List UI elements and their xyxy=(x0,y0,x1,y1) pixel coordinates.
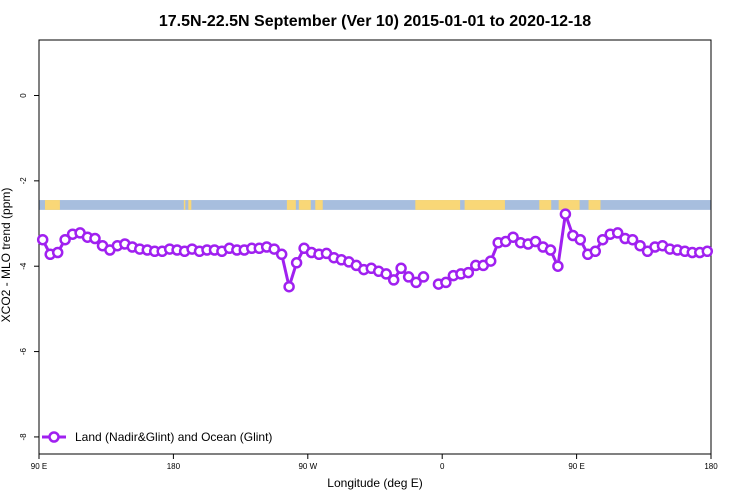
data-point xyxy=(626,233,639,246)
data-point xyxy=(380,268,392,280)
y-axis-label: XCO2 - MLO trend (ppm) xyxy=(0,188,13,323)
data-point xyxy=(402,271,415,283)
data-point xyxy=(596,233,609,246)
land-segment xyxy=(588,200,601,210)
land-ocean-band xyxy=(39,200,711,210)
data-point xyxy=(484,255,497,267)
data-point xyxy=(268,243,280,255)
data-point xyxy=(51,246,64,259)
legend: Land (Nadir&Glint) and Ocean (Glint) xyxy=(42,430,272,444)
data-point xyxy=(283,280,295,293)
data-point xyxy=(574,233,587,246)
data-point xyxy=(529,235,542,248)
land-segment xyxy=(286,200,296,210)
land-segment xyxy=(558,200,580,210)
data-point xyxy=(275,248,288,261)
y-tick-label: 0 xyxy=(19,93,28,98)
data-point xyxy=(559,208,572,220)
ocean-band xyxy=(39,200,711,210)
legend-entry-land-ocean: Land (Nadir&Glint) and Ocean (Glint) xyxy=(75,430,272,444)
x-tick-label: 90 E xyxy=(568,462,584,471)
data-point xyxy=(507,231,519,243)
land-segment xyxy=(188,200,192,210)
x-tick-label: 180 xyxy=(704,462,718,471)
data-point xyxy=(290,257,303,269)
land-segment xyxy=(315,200,323,210)
land-segment xyxy=(464,200,505,210)
data-point xyxy=(634,239,646,252)
land-segment xyxy=(539,200,552,210)
data-point xyxy=(589,245,602,258)
y-axis: 0 -2 -4 -6 -8 xyxy=(19,93,39,441)
y-tick-label: -4 xyxy=(19,262,28,270)
data-point xyxy=(387,274,400,286)
land-segment xyxy=(44,200,60,210)
x-tick-label: 180 xyxy=(167,462,181,471)
data-point xyxy=(36,233,49,246)
y-tick-label: -2 xyxy=(19,177,28,185)
land-segment xyxy=(298,200,311,210)
data-point xyxy=(59,233,71,246)
land-segment xyxy=(183,200,186,210)
data-point xyxy=(417,271,430,283)
land-segment xyxy=(415,200,461,210)
y-tick-label: -8 xyxy=(19,433,28,441)
data-point xyxy=(544,244,557,256)
x-axis: 90 E 180 90 W 0 90 E 180 xyxy=(31,454,718,471)
data-point xyxy=(395,262,407,275)
x-axis-label: Longitude (deg E) xyxy=(327,476,422,490)
chart-title: 17.5N-22.5N September (Ver 10) 2015-01-0… xyxy=(159,13,591,30)
x-tick-label: 0 xyxy=(440,462,445,471)
data-point xyxy=(440,276,452,289)
y-tick-label: -6 xyxy=(19,347,28,355)
data-point xyxy=(462,266,475,279)
data-point xyxy=(410,276,422,289)
data-point xyxy=(89,232,101,245)
x-tick-label: 90 W xyxy=(298,462,317,471)
data-point xyxy=(552,260,564,272)
data-point xyxy=(611,227,624,239)
series-layer xyxy=(36,208,714,293)
x-tick-label: 90 E xyxy=(31,462,47,471)
data-point xyxy=(701,245,714,258)
legend-marker-swatch xyxy=(48,431,60,443)
